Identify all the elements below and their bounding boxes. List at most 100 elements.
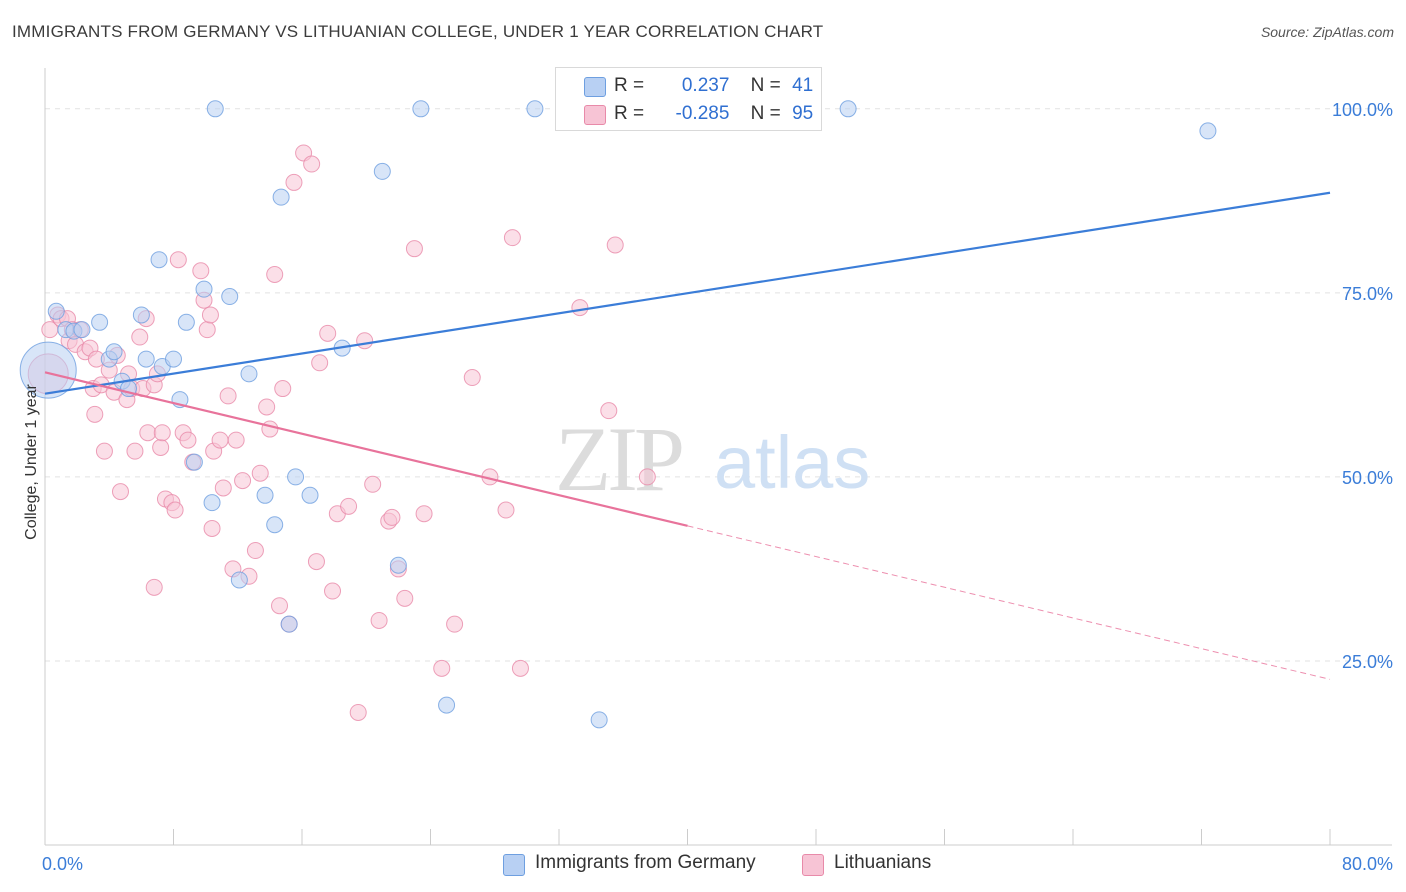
- data-point-lithuanians: [497, 501, 515, 519]
- data-point-lithuanians: [227, 431, 245, 449]
- data-point-lithuanians: [95, 442, 113, 460]
- data-point-lithuanians: [349, 703, 367, 721]
- data-point-lithuanians: [405, 240, 423, 258]
- data-point-germany: [389, 556, 407, 574]
- data-point-germany: [526, 100, 544, 118]
- legend-r-label: R =: [614, 103, 645, 124]
- data-point-lithuanians: [370, 611, 388, 629]
- data-point-lithuanians: [211, 431, 229, 449]
- data-point-lithuanians: [324, 582, 342, 600]
- data-point-lithuanians: [600, 402, 618, 420]
- data-point-lithuanians: [203, 519, 221, 537]
- data-point-lithuanians: [356, 332, 374, 350]
- data-point-lithuanians: [364, 475, 382, 493]
- data-point-germany: [91, 313, 109, 331]
- data-point-lithuanians: [274, 380, 292, 398]
- bottom-legend-label-germany: Immigrants from Germany: [535, 852, 756, 873]
- data-point-lithuanians: [285, 173, 303, 191]
- data-point-germany: [206, 100, 224, 118]
- source-credit: Source: ZipAtlas.com: [1260, 24, 1394, 40]
- data-point-lithuanians: [139, 424, 157, 442]
- axes: [44, 68, 1392, 846]
- data-point-lithuanians: [126, 442, 144, 460]
- data-point-germany: [230, 571, 248, 589]
- data-point-germany: [412, 100, 430, 118]
- y-axis-label: College, Under 1 year: [23, 384, 40, 540]
- data-point-germany: [195, 280, 213, 298]
- data-point-germany: [105, 343, 123, 361]
- data-points: [19, 100, 1217, 729]
- data-point-lithuanians: [169, 251, 187, 269]
- data-point-lithuanians: [201, 306, 219, 324]
- data-point-lithuanians: [152, 438, 170, 456]
- data-point-germany: [240, 365, 258, 383]
- legend-r-value: 0.237: [681, 75, 730, 96]
- data-point-lithuanians: [638, 468, 656, 486]
- data-point-germany: [185, 453, 203, 471]
- data-point-germany: [19, 341, 77, 399]
- data-point-lithuanians: [86, 405, 104, 423]
- data-point-germany: [256, 486, 274, 504]
- data-point-lithuanians: [383, 508, 401, 526]
- data-point-lithuanians: [214, 479, 232, 497]
- data-point-germany: [165, 350, 182, 368]
- data-point-germany: [301, 486, 319, 504]
- data-point-germany: [177, 313, 195, 331]
- legend-swatch-lithuanians: [584, 105, 606, 125]
- chart-title: IMMIGRANTS FROM GERMANY VS LITHUANIAN CO…: [12, 22, 824, 41]
- legend-row-germany: R = 0.237 N = 41: [614, 75, 813, 97]
- data-point-lithuanians: [192, 262, 210, 280]
- data-point-lithuanians: [258, 398, 276, 416]
- data-point-lithuanians: [503, 229, 521, 247]
- y-tick-label: 75.0%: [1342, 284, 1393, 304]
- legend-n-label: N =: [750, 75, 781, 96]
- trend-line-lithuanians: [44, 371, 688, 527]
- data-point-lithuanians: [463, 369, 481, 387]
- data-point-lithuanians: [571, 299, 589, 317]
- data-point-lithuanians: [131, 328, 149, 346]
- data-point-lithuanians: [166, 501, 184, 519]
- data-point-lithuanians: [319, 324, 337, 342]
- data-point-germany: [221, 288, 239, 306]
- data-point-lithuanians: [303, 155, 321, 173]
- data-point-lithuanians: [311, 354, 329, 372]
- trend-line-germany: [44, 191, 1331, 395]
- legend-n-value: 95: [792, 103, 814, 124]
- bottom-legend-lithuanians: Lithuanians: [802, 852, 931, 876]
- data-point-lithuanians: [246, 542, 264, 560]
- tick-labels: 25.0% 50.0% 75.0% 100.0% 0.0% 80.0%: [42, 100, 1393, 874]
- data-point-germany: [1199, 122, 1217, 140]
- data-point-germany: [272, 188, 290, 206]
- y-tick-label: 100.0%: [1332, 100, 1393, 120]
- y-tick-label: 25.0%: [1342, 652, 1393, 672]
- data-point-lithuanians: [340, 497, 358, 515]
- data-point-lithuanians: [179, 431, 197, 449]
- x-tick-label: 0.0%: [42, 854, 83, 874]
- grid-lines: [45, 108, 1392, 662]
- legend-row-lithuanians: R = -0.285 N = 95: [614, 103, 813, 125]
- legend-n-value: 41: [792, 75, 814, 96]
- bottom-legend-swatch-lithuanians: [802, 854, 824, 876]
- data-point-lithuanians: [307, 553, 325, 571]
- legend-r-label: R =: [614, 75, 645, 96]
- bottom-legend-germany: Immigrants from Germany: [503, 852, 756, 876]
- data-point-germany: [438, 696, 456, 714]
- watermark: ZIP atlas: [555, 408, 870, 510]
- data-point-lithuanians: [446, 615, 464, 633]
- data-point-lithuanians: [511, 659, 529, 677]
- data-point-lithuanians: [219, 387, 237, 405]
- data-point-lithuanians: [266, 265, 284, 283]
- data-point-lithuanians: [271, 597, 289, 615]
- data-point-germany: [287, 468, 305, 486]
- trend-line-lithuanians-dashed: [687, 525, 1331, 680]
- legend-r-value: -0.285: [675, 103, 730, 124]
- data-point-germany: [137, 350, 155, 368]
- trend-lines: [44, 191, 1331, 680]
- watermark-atlas: atlas: [714, 421, 870, 504]
- data-point-germany: [280, 615, 298, 633]
- data-point-lithuanians: [145, 578, 163, 596]
- data-point-germany: [373, 162, 391, 180]
- watermark-zip: ZIP: [555, 408, 682, 510]
- data-point-lithuanians: [415, 505, 433, 523]
